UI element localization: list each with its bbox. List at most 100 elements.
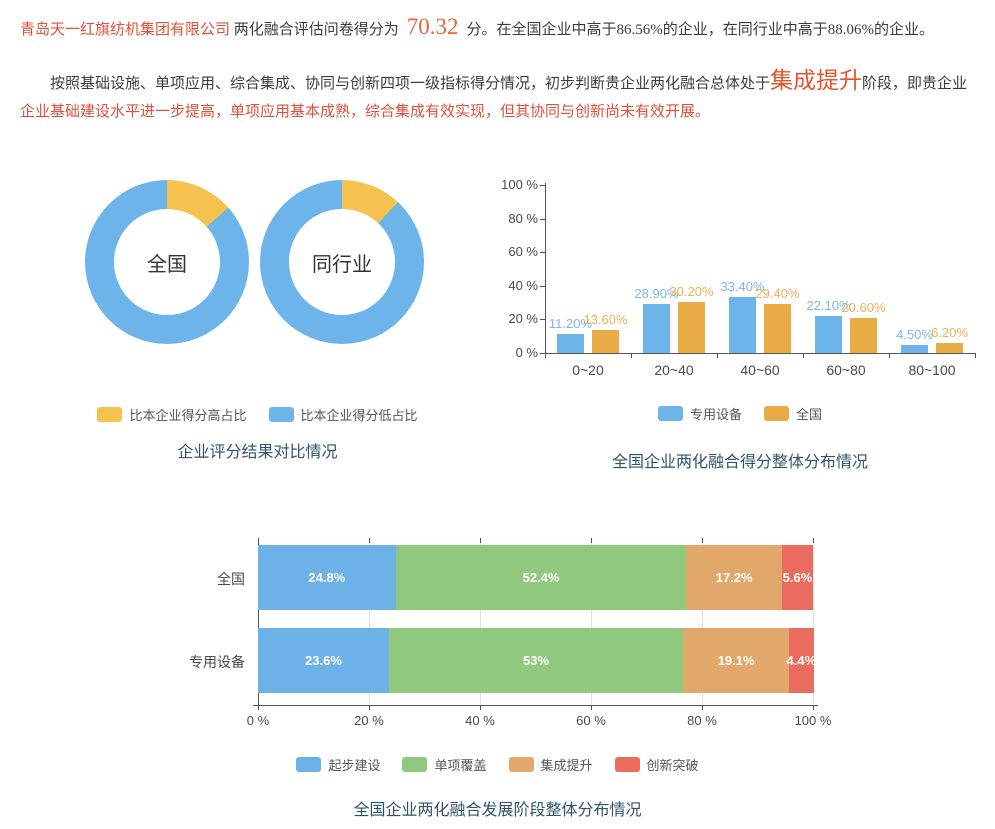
x-axis-tick-label: 80 % (687, 713, 717, 728)
score-summary-tail: 分。在全国企业中高于86.56%的企业，在同行业中高于88.06%的企业。 (466, 22, 935, 38)
score-distribution-bar-chart: 0 % 20 % 40 % 60 % 80 % 100 % 11.20% 13.60% 0~20… (500, 175, 980, 385)
x-axis-line (253, 705, 818, 706)
x-axis-tick (702, 705, 703, 710)
legend-item[interactable]: 比本企业得分高占比 (97, 405, 247, 424)
bar-value-label: 29.40% (755, 286, 800, 301)
y-axis-tick-label: 100 % (501, 177, 538, 192)
x-axis-tick-label: 20 % (354, 713, 384, 728)
donut-center-label: 同行业 (289, 209, 395, 315)
x-axis-tick (545, 353, 546, 358)
stage-summary-paragraph: 按照基础设施、单项应用、综合集成、协同与创新四项一级指标得分情况，初步判断贵企业… (20, 67, 982, 126)
top-axis-tick (813, 538, 814, 543)
bar-value-label: 20.60% (841, 300, 886, 315)
y-axis-tick-label: 60 % (508, 244, 538, 260)
stage-distribution-panel: 0 % 20 % 40 % 60 % 80 % 100 % 全国 24.8% 52.4% 17.2… (0, 538, 995, 828)
stacked-segment-创新突破-专用设备: 4.4% (787, 628, 816, 693)
stage-summary-tail: 企业基础建设水平进一步提高，单项应用基本成熟，综合集成有效实现，但其协同与创新尚… (20, 104, 711, 120)
y-axis-tick-label: 80 % (508, 210, 538, 226)
top-axis-tick (258, 538, 259, 543)
plot-gridline (813, 538, 814, 705)
legend-swatch-icon (614, 757, 640, 772)
score-summary-lead: 两化融合评估问卷得分为 (233, 22, 399, 38)
bar-value-label: 6.20% (931, 325, 968, 340)
y-axis-tick-label: 0 % (515, 345, 538, 360)
stage-summary-mid: 阶段，即贵企业 (862, 76, 968, 92)
y-axis-tick-label: 20 % (508, 311, 538, 327)
stage-distribution-stacked-chart: 0 % 20 % 40 % 60 % 80 % 100 % 全国 24.8% 52.4% 17.2… (0, 538, 995, 738)
stacked-segment-创新突破-全国: 5.6% (781, 545, 813, 610)
donut-chart: 全国 (85, 180, 249, 344)
legend-label: 创新突破 (646, 758, 699, 773)
stacked-segment-集成提升-专用设备: 19.1% (683, 628, 790, 693)
legend-label: 集成提升 (540, 758, 593, 773)
legend-item[interactable]: 集成提升 (508, 755, 593, 774)
x-axis-tick (803, 353, 804, 358)
x-axis-tick (717, 353, 718, 358)
y-axis-tick (540, 319, 545, 321)
legend-label: 专用设备 (689, 407, 742, 422)
top-axis-tick (480, 538, 481, 543)
score-summary-paragraph: 青岛天一红旗纺机集团有限公司 两化融合评估问卷得分为 70.32 分。在全国企业中高… (20, 12, 982, 45)
legend-item[interactable]: 创新突破 (614, 755, 699, 774)
legend-item[interactable]: 起步建设 (296, 755, 380, 774)
x-axis-tick-label: 100 % (794, 713, 832, 728)
y-axis-tick (540, 218, 545, 220)
donut-center-label: 全国 (114, 209, 220, 315)
x-axis-category-label: 60~80 (826, 362, 866, 378)
legend-item[interactable]: 单项覆盖 (402, 755, 487, 774)
donut-chart: 同行业 (260, 180, 424, 344)
legend-swatch-icon (508, 757, 534, 772)
bar-全国-0~20 (592, 330, 619, 353)
bar-全国-40~60 (764, 304, 791, 353)
x-axis-tick (631, 353, 632, 358)
x-axis-tick (591, 705, 592, 710)
bar-value-label: 28.90% (634, 286, 679, 301)
top-axis-tick (591, 538, 592, 543)
segment-value-label: 24.8% (308, 570, 346, 585)
y-axis-tick-label: 40 % (508, 277, 538, 293)
y-axis-tick (540, 353, 545, 354)
donut-charts: 全国 同行业 (85, 180, 424, 344)
y-axis-tick (540, 285, 545, 287)
segment-value-label: 53% (523, 653, 550, 668)
x-axis-category-label: 20~40 (654, 362, 694, 378)
x-axis-tick-label: 60 % (576, 713, 606, 728)
segment-value-label: 17.2% (715, 570, 753, 585)
row-label-专用设备: 专用设备 (189, 654, 245, 670)
segment-value-label: 5.6% (782, 570, 813, 585)
segment-value-label: 52.4% (522, 570, 560, 585)
legend-swatch-icon (268, 407, 294, 422)
x-axis-line (545, 353, 976, 354)
x-axis-tick (889, 353, 890, 358)
summary-text-block: 青岛天一红旗纺机集团有限公司 两化融合评估问卷得分为 70.32 分。在全国企业中高… (20, 12, 982, 126)
stage-summary-lead: 按照基础设施、单项应用、综合集成、协同与创新四项一级指标得分情况，初步判断贵企业… (50, 76, 771, 92)
legend-item[interactable]: 全国 (764, 404, 822, 423)
bar-value-label: 11.20% (548, 316, 593, 331)
bar-chart-title: 全国企业两化融合得分整体分布情况 (611, 454, 868, 471)
stacked-chart-title: 全国企业两化融合发展阶段整体分布情况 (353, 802, 642, 819)
bar-value-label: 33.40% (720, 279, 765, 294)
bar-全国-20~40 (678, 302, 705, 353)
x-axis-tick (480, 705, 481, 710)
y-axis-line (258, 538, 259, 705)
bar-专用设备-60~80 (815, 316, 842, 353)
x-axis-category-label: 80~100 (908, 362, 956, 378)
bar-全国-60~80 (850, 318, 877, 353)
legend-swatch-icon (657, 406, 683, 421)
legend-label: 比本企业得分低占比 (300, 408, 418, 423)
bar-value-label: 30.20% (669, 284, 714, 299)
stacked-segment-集成提升-全国: 17.2% (686, 545, 782, 610)
x-axis-category-label: 40~60 (740, 362, 780, 378)
donut-comparison-panel: 全国 同行业 比本企业得分高占比 比本企业得分低占比 企业评分结果对比情况 (85, 180, 430, 470)
x-axis-category-label: 0~20 (572, 362, 604, 378)
stacked-chart-legend: 起步建设 单项覆盖 集成提升 创新突破 (0, 755, 995, 774)
segment-value-label: 23.6% (305, 653, 342, 668)
legend-item[interactable]: 专用设备 (657, 404, 742, 423)
stage-name: 集成提升 (770, 68, 863, 93)
bar-chart-legend: 专用设备 全国 (500, 404, 980, 423)
bar-专用设备-20~40 (643, 304, 670, 353)
y-axis-tick (540, 185, 545, 186)
legend-item[interactable]: 比本企业得分低占比 (268, 405, 418, 424)
top-axis-tick (369, 538, 370, 543)
